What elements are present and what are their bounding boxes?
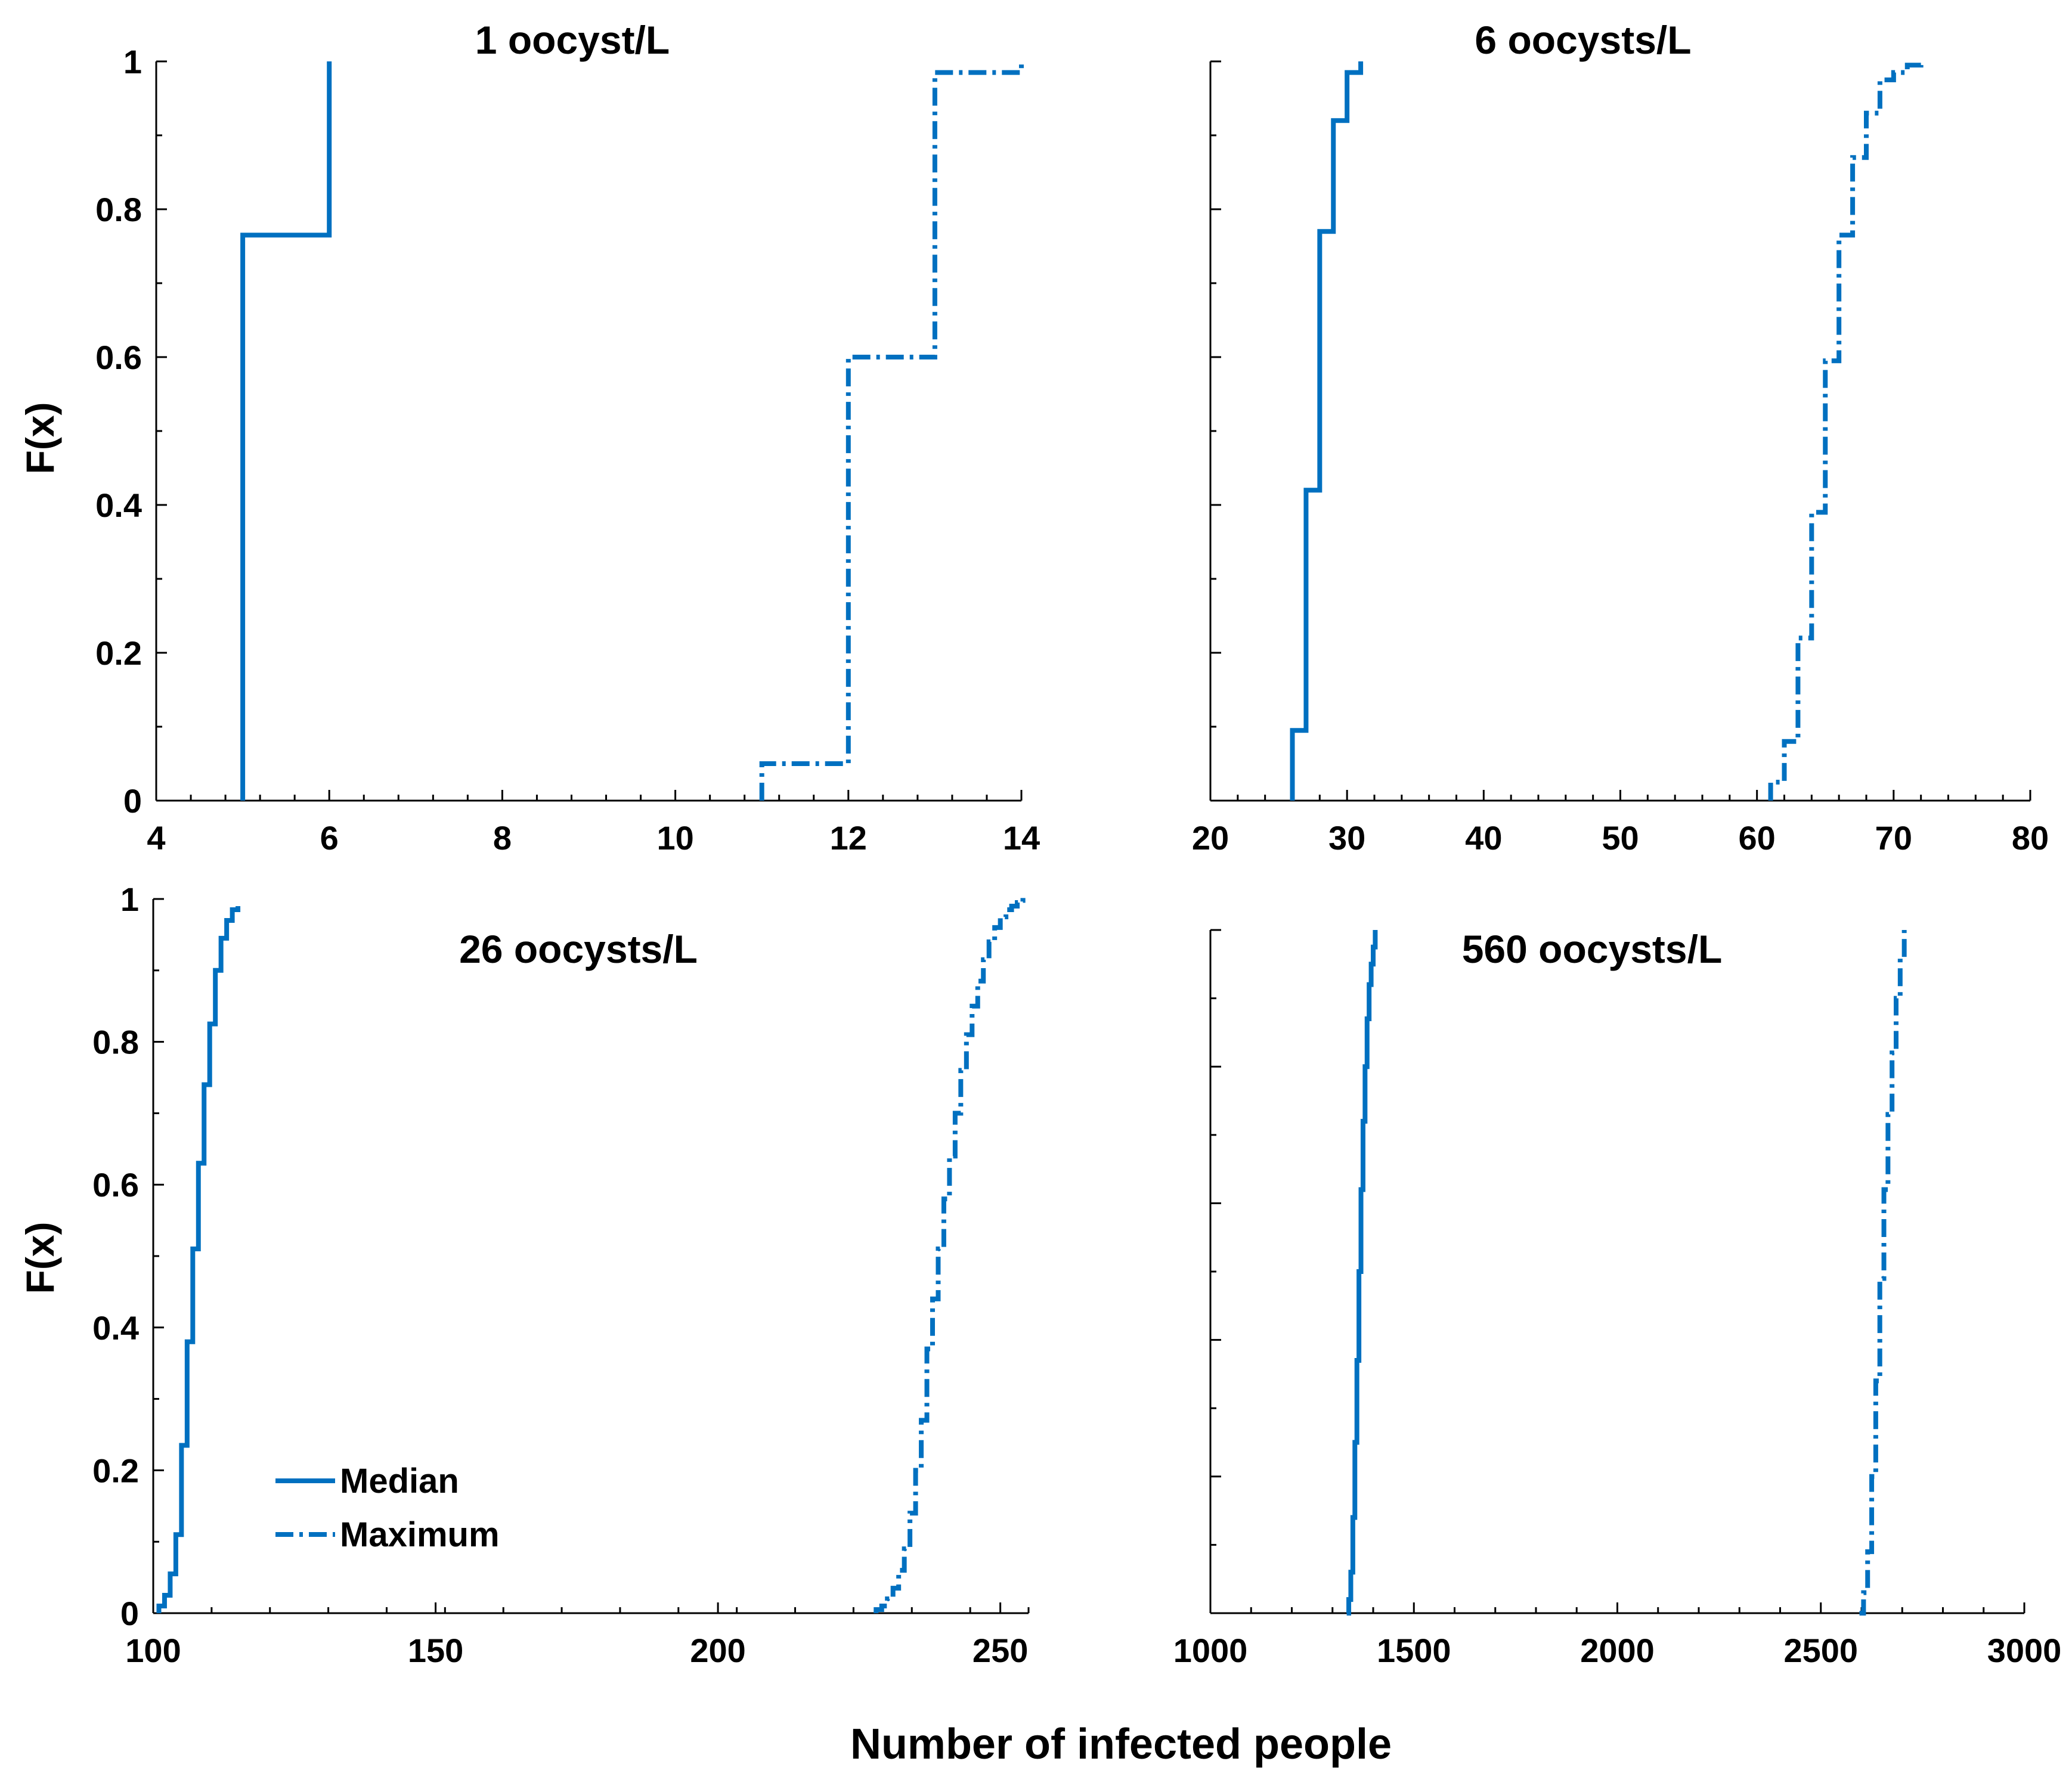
y-tick-label: 0 xyxy=(120,1595,139,1632)
x-tick-label: 6 xyxy=(320,819,339,857)
x-tick-label: 60 xyxy=(1739,819,1776,857)
x-tick-label: 1500 xyxy=(1377,1632,1451,1669)
x-tick-label: 10 xyxy=(656,819,693,857)
y-tick-label: 0.2 xyxy=(95,634,142,672)
y-tick-label: 0.8 xyxy=(92,1024,139,1061)
legend: Median Maximum xyxy=(275,1462,500,1554)
series-maximum-line xyxy=(759,61,1024,801)
y-axis-label: F(x) xyxy=(18,402,62,475)
x-tick-label: 14 xyxy=(1003,819,1040,857)
x-tick-label: 20 xyxy=(1192,819,1229,857)
series-median-line xyxy=(1290,61,1364,801)
y-tick-label: 0.2 xyxy=(92,1452,139,1489)
series-median-line xyxy=(156,906,241,1613)
y-tick-label: 0.4 xyxy=(95,486,142,524)
axes: 1000 1500 2000 2500 3000 xyxy=(1173,929,2062,1669)
axes: 20 30 40 50 60 70 80 xyxy=(1192,60,2049,857)
y-tick-label: 0.6 xyxy=(92,1166,139,1204)
x-tick-label: 30 xyxy=(1328,819,1365,857)
y-axis-label: F(x) xyxy=(18,1222,62,1294)
series-maximum-line xyxy=(1768,61,1924,801)
series-median-line xyxy=(240,61,332,801)
x-tick-label: 2000 xyxy=(1580,1632,1655,1669)
panel-title: 560 oocysts/L xyxy=(1462,927,1723,971)
y-tick-label: 0.8 xyxy=(95,191,142,228)
panel-560-oocysts: 560 oocysts/L 1000 1500 2000 2500 3000 xyxy=(1173,927,2062,1669)
panel-title: 6 oocysts/L xyxy=(1475,18,1691,62)
panel-title: 26 oocysts/L xyxy=(459,927,698,971)
series-maximum-line xyxy=(1859,930,1907,1616)
x-tick-label: 150 xyxy=(408,1632,463,1669)
axes: 100 150 200 250 0 0.2 0.4 0.6 0.8 1 xyxy=(92,881,1031,1669)
shared-x-axis-label: Number of infected people xyxy=(850,1720,1392,1768)
x-tick-label: 40 xyxy=(1465,819,1502,857)
series-median-line xyxy=(1346,930,1378,1616)
y-tick-label: 1 xyxy=(120,881,139,918)
x-tick-label: 1000 xyxy=(1173,1632,1248,1669)
panel-1-oocyst: 1 oocyst/L F(x) 4 6 8 10 12 14 0 0.2 0.4 0.6 0.8 1 xyxy=(18,18,1040,857)
x-tick-label: 70 xyxy=(1875,819,1912,857)
x-tick-label: 80 xyxy=(2012,819,2049,857)
x-tick-label: 250 xyxy=(972,1632,1028,1669)
x-tick-label: 8 xyxy=(493,819,512,857)
panel-title: 1 oocyst/L xyxy=(475,18,670,62)
panel-6-oocysts: 6 oocysts/L 20 30 40 50 60 70 80 xyxy=(1192,18,2049,857)
y-tick-label: 0.4 xyxy=(92,1309,139,1347)
x-tick-label: 3000 xyxy=(1987,1632,2062,1669)
x-tick-label: 12 xyxy=(830,819,867,857)
panel-26-oocysts: 26 oocysts/L F(x) 100 150 200 250 0 0.2 0.4 0.6… xyxy=(18,881,1031,1669)
y-tick-label: 1 xyxy=(123,43,142,80)
axes: 4 6 8 10 12 14 0 0.2 0.4 0.6 0.8 1 xyxy=(95,43,1040,857)
y-tick-label: 0.6 xyxy=(95,339,142,376)
x-tick-label: 50 xyxy=(1602,819,1639,857)
x-tick-label: 4 xyxy=(147,819,165,857)
legend-maximum-label: Maximum xyxy=(340,1515,500,1554)
legend-median-label: Median xyxy=(340,1462,459,1500)
x-tick-label: 200 xyxy=(690,1632,745,1669)
x-tick-label: 2500 xyxy=(1783,1632,1858,1669)
series-maximum-line xyxy=(874,898,1031,1613)
x-tick-label: 100 xyxy=(125,1632,181,1669)
y-tick-label: 0 xyxy=(123,782,142,820)
